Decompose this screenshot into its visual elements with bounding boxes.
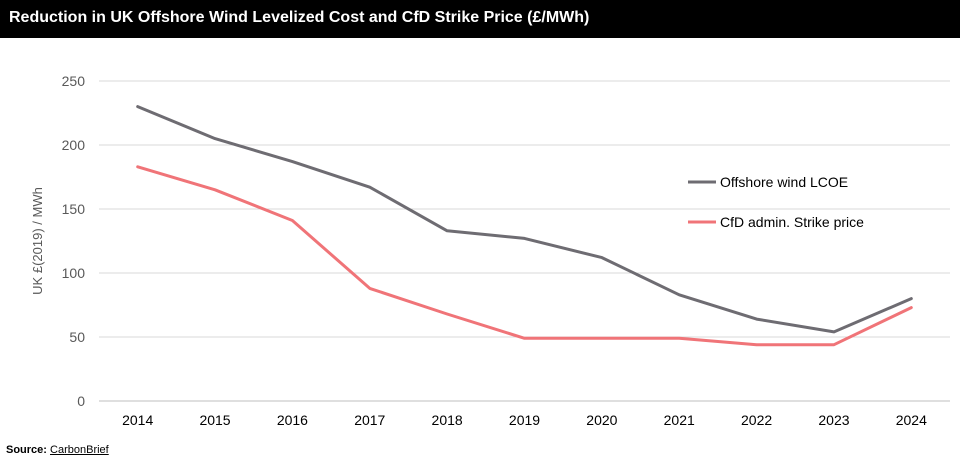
y-tick-label: 100	[62, 265, 86, 281]
x-tick-label: 2022	[741, 412, 772, 428]
y-tick-label: 150	[62, 201, 86, 217]
source-label: Source:	[6, 444, 47, 456]
series-lines	[136, 105, 913, 347]
legend-label: Offshore wind LCOE	[720, 174, 848, 190]
x-tick-label: 2019	[509, 412, 540, 428]
grid-lines	[99, 80, 950, 402]
x-tick-label: 2021	[664, 412, 695, 428]
x-tick-label: 2014	[122, 412, 153, 428]
source-name: CarbonBrief	[50, 444, 109, 456]
y-axis-label: UK £(2019) / MWh	[30, 187, 45, 295]
y-tick-label: 0	[77, 393, 85, 409]
y-axis-tick-labels: 0 50 100 150 200 250	[62, 73, 86, 409]
x-tick-label: 2023	[818, 412, 849, 428]
y-tick-label: 50	[69, 329, 85, 345]
x-tick-label: 2018	[432, 412, 463, 428]
x-tick-label: 2015	[199, 412, 230, 428]
y-tick-label: 250	[62, 73, 86, 89]
legend: Offshore wind LCOE CfD admin. Strike pric…	[688, 174, 864, 230]
x-axis-tick-labels: 2014 2015 2016 2017 2018 2019 2020 2021 2022 2023…	[122, 412, 927, 428]
x-tick-label: 2017	[354, 412, 385, 428]
legend-label: CfD admin. Strike price	[720, 214, 864, 230]
series-line-cfd-strike-price	[136, 165, 913, 347]
x-tick-label: 2024	[896, 412, 927, 428]
series-line-offshore-wind-lcoe	[136, 105, 913, 334]
x-tick-label: 2020	[586, 412, 617, 428]
y-tick-label: 200	[62, 137, 86, 153]
x-tick-label: 2016	[277, 412, 308, 428]
chart-title: Reduction in UK Offshore Wind Levelized …	[0, 0, 960, 38]
source-note: Source: CarbonBrief	[6, 444, 109, 456]
